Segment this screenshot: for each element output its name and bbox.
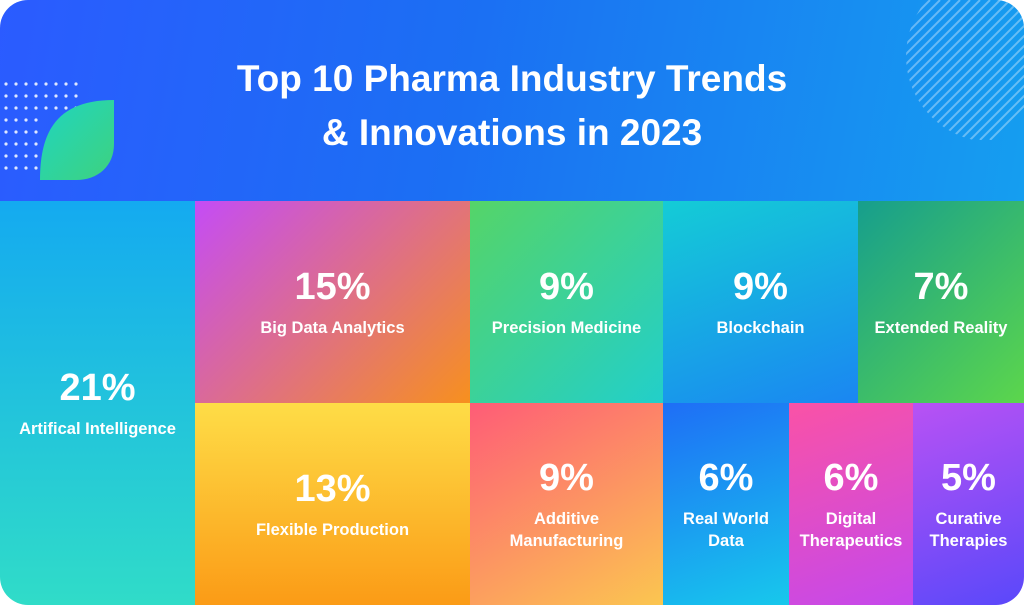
tile-content: 15% Big Data Analytics: [195, 265, 470, 339]
tile-value: 9%: [539, 457, 594, 499]
title-line-2: & Innovations in 2023: [321, 112, 703, 153]
treemap-tile-precision-medicine: 9% Precision Medicine: [470, 201, 663, 403]
tile-content: 9% Blockchain: [663, 265, 858, 339]
tile-content: 9% Additive Manufacturing: [470, 456, 663, 552]
tile-label: Blockchain: [716, 319, 805, 337]
tile-content: 5% Curative Therapies: [913, 456, 1024, 552]
tile-label: Additive Manufacturing: [509, 510, 624, 550]
tile-label: Digital Therapeutics: [799, 510, 903, 550]
treemap-tile-curative-therapies: 5% Curative Therapies: [913, 403, 1024, 605]
tile-content: 7% Extended Reality: [858, 265, 1024, 339]
leaf-icon: [40, 100, 114, 180]
tile-content: 21% Artifical Intelligence: [0, 366, 195, 440]
page-title: Top 10 Pharma Industry Trends & Innovati…: [0, 52, 1024, 160]
tile-content: 6% Real World Data: [663, 456, 789, 552]
title-line-1: Top 10 Pharma Industry Trends: [236, 58, 788, 99]
treemap-tile-extended-reality: 7% Extended Reality: [858, 201, 1024, 403]
tile-label: Big Data Analytics: [260, 319, 405, 337]
tile-content: 13% Flexible Production: [195, 467, 470, 541]
tile-value: 9%: [733, 266, 788, 308]
treemap-tile-real-world-data: 6% Real World Data: [663, 403, 789, 605]
tile-label: Artifical Intelligence: [19, 420, 176, 438]
header-banner: Top 10 Pharma Industry Trends & Innovati…: [0, 0, 1024, 201]
tile-label: Real World Data: [683, 510, 769, 550]
tile-label: Curative Therapies: [929, 510, 1008, 550]
tile-label: Flexible Production: [255, 521, 410, 539]
treemap-tile-additive-manufacturing: 9% Additive Manufacturing: [470, 403, 663, 605]
tile-content: 9% Precision Medicine: [470, 265, 663, 339]
treemap-tile-flexible-production: 13% Flexible Production: [195, 403, 470, 605]
tile-value: 6%: [823, 457, 879, 499]
treemap-tile-blockchain: 9% Blockchain: [663, 201, 858, 403]
tile-value: 9%: [539, 266, 594, 308]
treemap-tile-artifical-intelligence: 21% Artifical Intelligence: [0, 201, 195, 605]
tile-value: 6%: [698, 457, 754, 499]
treemap-chart: 21% Artifical Intelligence 15% Big Data Ana…: [0, 201, 1024, 605]
treemap-tile-digital-therapeutics: 6% Digital Therapeutics: [789, 403, 913, 605]
treemap-tile-big-data-analytics: 15% Big Data Analytics: [195, 201, 470, 403]
tile-value: 15%: [294, 266, 371, 308]
tile-value: 21%: [59, 367, 136, 409]
tile-value: 7%: [913, 266, 969, 308]
tile-value: 13%: [294, 468, 371, 510]
striped-circle-decoration: [906, 0, 1024, 140]
tile-label: Extended Reality: [874, 319, 1008, 337]
tile-label: Precision Medicine: [491, 319, 642, 337]
tile-content: 6% Digital Therapeutics: [789, 456, 913, 552]
tile-value: 5%: [941, 457, 996, 499]
